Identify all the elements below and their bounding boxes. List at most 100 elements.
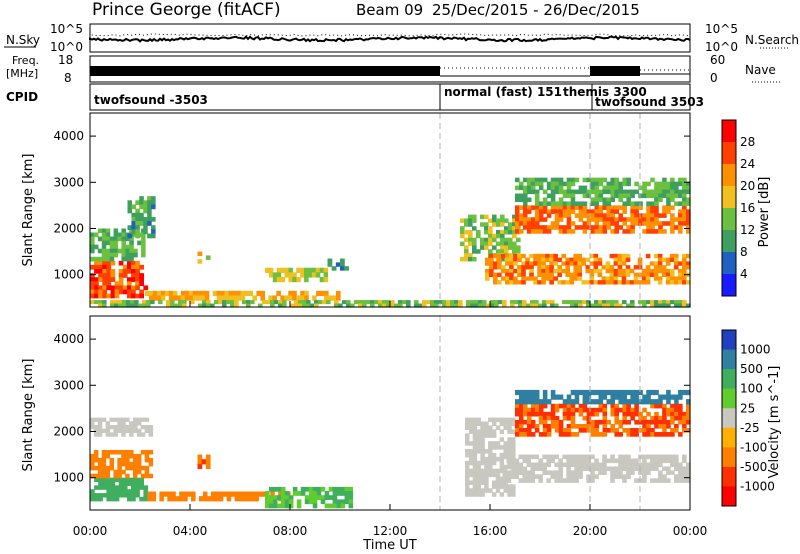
echo-cell — [566, 229, 572, 234]
echo-cell — [476, 429, 481, 434]
echo-cell — [135, 229, 140, 235]
echo-cell — [618, 303, 623, 308]
echo-cell — [126, 481, 132, 486]
echo-cell — [118, 477, 124, 483]
echo-cell — [541, 268, 546, 274]
echo-cell — [630, 399, 635, 405]
echo-cell — [634, 462, 639, 468]
echo-cell — [666, 399, 671, 405]
echo-cell — [94, 485, 99, 490]
echo-cell — [621, 268, 627, 274]
echo-cell — [480, 488, 485, 493]
echo-cell — [522, 454, 528, 460]
echo-cell — [93, 425, 99, 430]
echo-cell — [582, 403, 588, 409]
echo-cell — [517, 272, 522, 277]
echo-cell — [681, 265, 687, 270]
echo-cell — [234, 300, 239, 305]
echo-cell — [121, 256, 126, 262]
echo-cell — [101, 417, 107, 422]
echo-cell — [674, 225, 679, 230]
echo-cell — [618, 454, 623, 460]
echo-cell — [538, 474, 543, 479]
echo-cell — [650, 458, 655, 464]
echo-cell — [590, 185, 596, 191]
echo-cell — [670, 415, 675, 421]
echo-cell — [574, 432, 580, 437]
echo-cell — [597, 261, 603, 266]
echo-cell — [606, 217, 612, 222]
echo-cell — [593, 253, 599, 259]
echo-cell — [630, 458, 635, 464]
echo-cell — [454, 303, 459, 308]
echo-cell — [682, 478, 687, 483]
echo-cell — [252, 295, 258, 301]
velocity-heatmap-cells — [90, 389, 691, 509]
echo-cell — [534, 177, 540, 183]
echo-cell — [105, 453, 111, 459]
echo-cell — [658, 432, 663, 437]
echo-cell — [499, 429, 505, 434]
echo-cell — [382, 300, 387, 305]
echo-cell — [105, 252, 111, 258]
echo-cell — [641, 272, 647, 277]
echo-cell — [545, 257, 550, 262]
echo-cell — [610, 217, 616, 222]
echo-cell — [586, 300, 591, 305]
echo-cell — [622, 209, 627, 214]
echo-cell — [537, 265, 542, 270]
echo-cell — [606, 458, 611, 464]
echo-cell — [521, 276, 526, 281]
echo-cell — [90, 236, 95, 242]
echo-cell — [626, 229, 631, 234]
echo-cell — [566, 213, 572, 218]
echo-cell — [686, 466, 691, 472]
echo-cell — [151, 225, 156, 230]
echo-cell — [658, 221, 663, 226]
echo-cell — [493, 280, 498, 285]
echo-cell — [665, 268, 671, 274]
echo-cell — [204, 295, 210, 301]
echo-cell — [131, 481, 136, 486]
echo-cell — [526, 229, 532, 234]
echo-cell — [374, 300, 379, 305]
echo-cell — [682, 458, 687, 464]
echo-cell — [511, 441, 516, 446]
echo-cell — [518, 303, 523, 308]
echo-cell — [110, 260, 116, 266]
echo-cell — [174, 303, 179, 308]
echo-cell — [102, 285, 108, 291]
echo-cell — [146, 303, 151, 308]
echo-cell — [238, 496, 244, 502]
echo-cell — [197, 463, 203, 470]
echo-cell — [514, 458, 520, 464]
echo-cell — [110, 481, 116, 486]
echo-cell — [491, 460, 497, 466]
echo-cell — [179, 496, 184, 502]
echo-cell — [673, 257, 679, 262]
echo-cell — [135, 216, 140, 222]
echo-cell — [610, 470, 615, 475]
echo-cell — [666, 209, 671, 214]
echo-cell — [265, 267, 270, 273]
echo-cell — [122, 289, 128, 295]
echo-cell — [606, 185, 612, 191]
echo-cell — [674, 217, 679, 222]
echo-cell — [114, 285, 120, 291]
echo-cell — [292, 290, 297, 297]
echo-cell — [645, 265, 651, 270]
echo-cell — [598, 403, 604, 409]
echo-cell — [480, 480, 485, 485]
echo-cell — [674, 193, 679, 199]
echo-cell — [614, 419, 620, 425]
echo-cell — [101, 244, 107, 250]
echo-cell — [109, 256, 115, 262]
echo-cell — [121, 232, 126, 238]
echo-cell — [147, 496, 153, 502]
echo-cell — [602, 205, 608, 210]
echo-cell — [522, 403, 528, 409]
echo-cell — [517, 265, 522, 270]
echo-cell — [113, 428, 118, 433]
echo-cell — [308, 495, 314, 500]
